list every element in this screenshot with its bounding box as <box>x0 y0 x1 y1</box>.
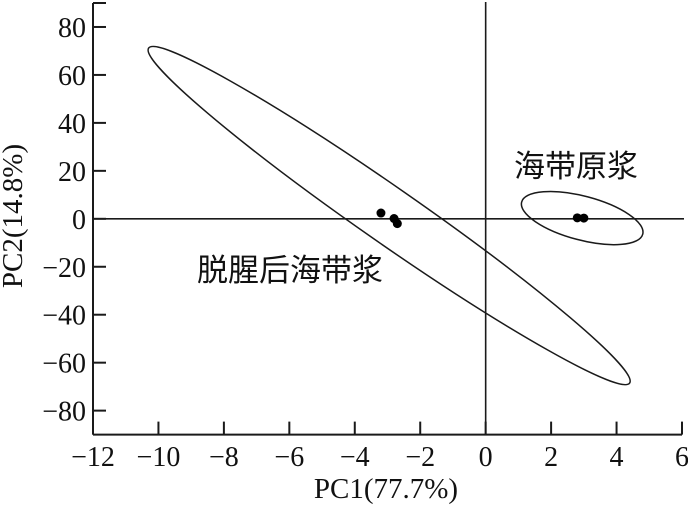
confidence-ellipse <box>520 190 644 246</box>
x-tick-label: −12 <box>71 442 115 473</box>
x-tick-label: −4 <box>340 442 370 473</box>
y-axis-title: PC2(14.8%) <box>0 144 29 288</box>
group-label-deodorized-kelp-pulp: 脱腥后海带浆 <box>197 253 383 288</box>
y-tick-label: −80 <box>42 397 86 428</box>
y-tick-label: 0 <box>72 205 86 236</box>
x-tick-label: 2 <box>544 442 558 473</box>
y-tick-label: −20 <box>42 253 86 284</box>
x-tick-label: −6 <box>274 442 304 473</box>
x-tick-label: −8 <box>209 442 239 473</box>
y-tick-label: 40 <box>58 109 86 140</box>
y-tick-label: −40 <box>42 301 86 332</box>
confidence-ellipse <box>147 45 631 386</box>
x-tick-label: 0 <box>479 442 493 473</box>
y-tick-label: −60 <box>42 349 86 380</box>
data-point <box>572 213 582 223</box>
group-label-raw-kelp-pulp: 海带原浆 <box>514 149 638 184</box>
x-tick-label: 6 <box>675 442 688 473</box>
y-tick-label: 60 <box>58 61 86 92</box>
data-point <box>392 219 402 229</box>
x-tick-label: −2 <box>405 442 435 473</box>
x-tick-label: −10 <box>137 442 181 473</box>
y-tick-label: 80 <box>58 13 86 44</box>
x-axis-title: PC1(77.7%) <box>314 473 458 505</box>
data-point <box>579 213 589 223</box>
data-point <box>376 208 386 218</box>
y-tick-label: 20 <box>58 157 86 188</box>
x-tick-label: 4 <box>610 442 624 473</box>
